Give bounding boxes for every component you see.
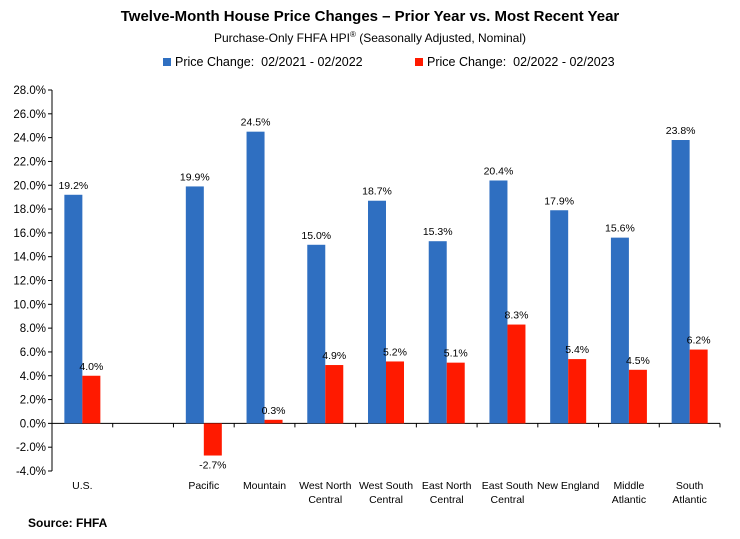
y-tick-label: -4.0% <box>16 466 46 478</box>
y-tick-label: 28.0% <box>13 85 46 97</box>
category-label: U.S. <box>72 480 92 492</box>
bar-series-2 <box>568 359 587 424</box>
data-label-series-1: 15.3% <box>423 226 453 238</box>
bar-series-2 <box>386 361 404 424</box>
category-label: Mountain <box>243 480 286 492</box>
data-label-series-2: 4.5% <box>626 355 650 367</box>
bar-series-1 <box>246 131 265 424</box>
bar-series-2 <box>264 419 283 424</box>
data-label-series-1: 18.7% <box>362 186 392 198</box>
legend-swatch-series-2 <box>415 58 423 66</box>
category-label: Central <box>369 494 403 506</box>
category-label: Pacific <box>188 480 219 492</box>
bar-series-1 <box>671 140 690 424</box>
y-tick-label: 18.0% <box>13 204 46 216</box>
category-label: East South <box>482 480 534 492</box>
data-label-series-2: 5.1% <box>444 348 468 360</box>
bar-series-2 <box>507 324 526 424</box>
bar-series-2 <box>203 423 222 456</box>
category-label: Central <box>491 494 525 506</box>
category-label: South <box>676 480 704 492</box>
subtitle-suffix: (Seasonally Adjusted, Nominal) <box>355 31 527 45</box>
category-label: Middle <box>613 480 644 492</box>
bar-series-1 <box>489 180 508 424</box>
data-label-series-1: 15.0% <box>301 230 331 242</box>
legend-item-series-2: Price Change: 02/2022 - 02/2023 <box>415 55 615 69</box>
data-label-series-1: 19.2% <box>58 180 88 192</box>
source-note: Source: FHFA <box>28 516 108 530</box>
data-label-series-1: 19.9% <box>180 171 210 183</box>
y-tick-label: 14.0% <box>13 252 46 264</box>
y-tick-label: 20.0% <box>13 180 46 192</box>
data-label-series-1: 23.8% <box>666 125 696 137</box>
bar-series-1 <box>368 200 386 424</box>
bar-series-1 <box>610 237 629 424</box>
y-tick-label: 12.0% <box>13 276 46 288</box>
data-label-series-2: 6.2% <box>687 335 711 347</box>
registered-mark: ® <box>350 30 356 39</box>
bar-series-2 <box>82 375 101 424</box>
legend-label-series-2: Price Change: 02/2022 - 02/2023 <box>427 55 615 69</box>
category-label: Central <box>430 494 464 506</box>
data-label-series-1: 20.4% <box>484 165 514 177</box>
bar-series-2 <box>446 362 465 424</box>
data-label-series-1: 17.9% <box>544 195 574 207</box>
bar-series-2 <box>325 365 344 424</box>
data-label-series-1: 24.5% <box>241 117 271 129</box>
category-label: West South <box>359 480 413 492</box>
data-label-series-2: -2.7% <box>199 460 226 472</box>
bar-series-1 <box>64 194 83 424</box>
category-label: Atlantic <box>672 494 706 506</box>
legend-item-series-1: Price Change: 02/2021 - 02/2022 <box>163 55 363 69</box>
y-tick-label: 24.0% <box>13 133 46 145</box>
y-tick-label: 0.0% <box>20 418 46 430</box>
bar-series-1 <box>428 241 447 424</box>
y-tick-label: 6.0% <box>20 347 46 359</box>
y-tick-label: -2.0% <box>16 442 46 454</box>
data-label-series-1: 15.6% <box>605 223 635 235</box>
subtitle-text: Purchase-Only FHFA HPI <box>213 31 351 45</box>
category-label: East North <box>422 480 472 492</box>
data-label-series-2: 8.3% <box>504 310 528 322</box>
data-label-series-2: 0.3% <box>262 405 286 417</box>
bar-series-1 <box>550 210 569 424</box>
data-label-series-2: 5.4% <box>565 344 589 356</box>
legend-swatch-series-1 <box>163 58 171 66</box>
bar-series-1 <box>307 244 326 424</box>
category-label: New England <box>537 480 600 492</box>
data-label-series-2: 4.9% <box>322 350 346 362</box>
y-tick-label: 2.0% <box>20 395 46 407</box>
data-label-series-2: 4.0% <box>79 361 103 373</box>
category-label: Central <box>308 494 342 506</box>
category-label: West North <box>299 480 351 492</box>
y-tick-label: 4.0% <box>20 371 46 383</box>
legend-label-series-1: Price Change: 02/2021 - 02/2022 <box>175 55 363 69</box>
chart-subtitle: Purchase-Only FHFA HPI® (Seasonally Adju… <box>0 30 740 45</box>
y-tick-label: 8.0% <box>20 323 46 335</box>
bar-series-1 <box>185 186 204 424</box>
y-tick-label: 26.0% <box>13 109 46 121</box>
bar-series-2 <box>689 349 708 424</box>
category-label: Atlantic <box>612 494 646 506</box>
y-tick-label: 22.0% <box>13 156 46 168</box>
y-tick-label: 10.0% <box>13 299 46 311</box>
data-label-series-2: 5.2% <box>383 346 407 358</box>
y-tick-label: 16.0% <box>13 228 46 240</box>
bar-series-2 <box>628 369 647 424</box>
chart-title: Twelve-Month House Price Changes – Prior… <box>120 8 620 25</box>
